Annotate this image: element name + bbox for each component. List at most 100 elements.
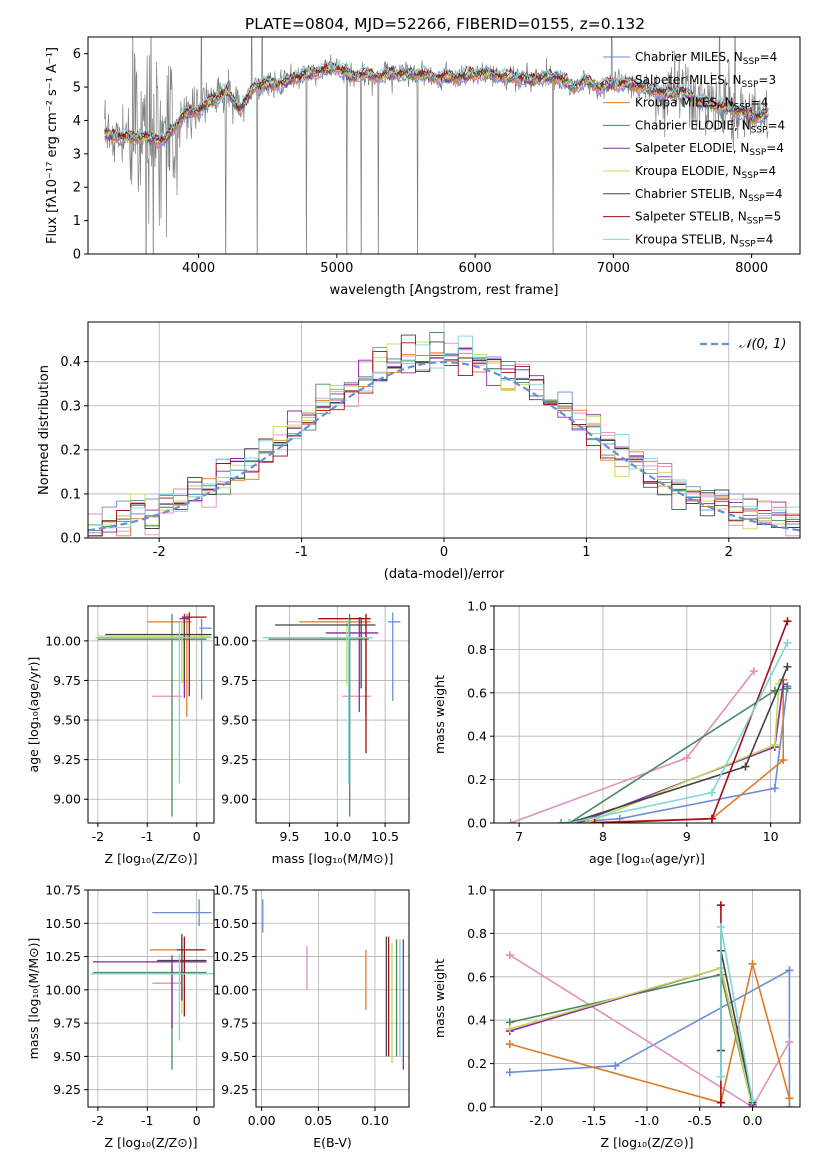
y-tick-label: 10.00	[45, 633, 81, 648]
legend-entry: Kroupa STELIB, NSSP=4	[635, 232, 773, 249]
plot-area	[506, 617, 792, 823]
weight-marker	[748, 1096, 757, 1105]
x-tick-label: -2	[92, 829, 104, 844]
weight-marker	[783, 617, 792, 626]
legend-entry-sub: SSP	[742, 171, 759, 181]
y-tick-label: 0.1	[60, 487, 81, 502]
x-tick-label: 10.0	[323, 829, 351, 844]
y-tick-label: 9.25	[53, 752, 81, 767]
y-tick-label: 0.3	[60, 399, 81, 414]
legend-entry-sub: SSP	[742, 80, 759, 90]
plot-area	[95, 612, 212, 817]
y-tick-label: 1	[73, 214, 81, 229]
x-axis-label: (data-model)/error	[384, 567, 505, 582]
x-tick-label: 7	[515, 829, 523, 844]
y-tick-label: 10.75	[213, 883, 249, 898]
weight-marker	[783, 638, 792, 647]
x-tick-label: 0	[193, 829, 201, 844]
weight-marker	[716, 901, 725, 910]
y-tick-label: 9.25	[53, 1082, 81, 1097]
y-tick-label: 2	[73, 181, 81, 196]
weight-marker	[505, 1068, 514, 1077]
y-tick-label: 5	[73, 81, 81, 96]
x-tick-label: -1	[141, 1113, 153, 1128]
y-tick-label: 0.4	[467, 1013, 487, 1028]
legend-entry-suffix: =5	[764, 210, 782, 224]
legend-entry-suffix: =3	[758, 73, 776, 87]
histogram-series	[88, 335, 800, 538]
x-tick-label: 7000	[597, 261, 630, 276]
legend-entry-name: Kroupa ELODIE, N	[635, 164, 742, 178]
weight-marker	[682, 753, 691, 762]
weight-marker	[749, 667, 758, 676]
axes-frame	[255, 605, 410, 824]
axes-frame	[87, 36, 801, 255]
panel-age-vs-Z: -2 -1 0 9.00 9.25 9.50 9.75 10.00 Z [log₁₀(Z/Z⊙)…	[26, 605, 215, 866]
legend-entry-name: Salpeter ELODIE, N	[635, 141, 749, 155]
y-tick-label: 10.25	[213, 949, 249, 964]
legend-entry-name: Salpeter STELIB, N	[635, 210, 747, 224]
x-tick-label: 9.5	[280, 829, 300, 844]
x-tick-label: 0.00	[248, 1113, 276, 1128]
plot-area	[505, 901, 794, 1107]
weight-marker	[611, 1061, 620, 1070]
plot-area	[262, 899, 404, 1070]
weight-marker	[785, 1094, 794, 1103]
y-axis-label: mass weight	[432, 959, 447, 1038]
y-tick-label: 9.25	[221, 752, 249, 767]
x-tick-label: 2	[725, 545, 733, 560]
x-tick-label: -2	[153, 545, 166, 560]
x-tick-label: 6000	[459, 261, 492, 276]
panel-spectrum: 4000 5000 6000 7000 8000 0 1 2 3 4 5 6 wavelength [A…	[45, 36, 801, 298]
legend-entry-sub: SSP	[749, 148, 766, 158]
normal-reference-curve	[88, 360, 800, 532]
weight-marker	[779, 756, 788, 765]
legend-entry: Chabrier MILES, NSSP=4	[635, 50, 777, 67]
axes-frame	[87, 605, 215, 824]
y-tick-label: 1.0	[467, 599, 487, 614]
x-tick-label: 0.10	[361, 1113, 389, 1128]
y-tick-label: 0.2	[467, 772, 487, 787]
y-tick-label: 3	[73, 147, 81, 162]
legend-entry-sub: SSP	[751, 125, 768, 135]
weight-marker	[741, 762, 750, 771]
y-tick-label: 0.0	[467, 816, 487, 831]
legend-entry-sub: SSP	[739, 239, 756, 249]
weight-marker	[770, 784, 779, 793]
weight-marker	[557, 819, 566, 823]
panel-weight-vs-age: 7 8 9 10 0.0 0.2 0.4 0.6 0.8 1.0 age [log₁₀(age/yr…	[432, 599, 801, 866]
legend-entry-suffix: =4	[767, 118, 785, 132]
y-tick-label: 6	[73, 47, 81, 62]
legend-entry-suffix: =4	[758, 164, 776, 178]
y-tick-label: 9.00	[221, 792, 249, 807]
legend-entry-suffix: =4	[760, 50, 778, 64]
y-tick-label: 10.75	[45, 883, 81, 898]
weight-marker	[783, 662, 792, 671]
y-tick-label: 0.6	[467, 969, 487, 984]
legend-entry-suffix: =4	[756, 232, 774, 246]
y-tick-label: 9.25	[221, 1082, 249, 1097]
weight-marker	[716, 922, 725, 931]
y-tick-label: 9.75	[221, 673, 249, 688]
x-tick-label: 5000	[320, 261, 353, 276]
x-tick-label: 1	[582, 545, 590, 560]
y-axis-label: mass weight	[432, 675, 447, 754]
x-axis-label: wavelength [Angstrom, rest frame]	[330, 283, 559, 298]
weight-marker	[707, 814, 716, 823]
x-axis-label: Z [log₁₀(Z/Z⊙)]	[105, 851, 198, 866]
weight-marker	[505, 1024, 514, 1033]
panel-age-vs-mass: 9.5 10.0 10.5 9.00 9.25 9.50 9.75 10.00 mass [lo…	[213, 605, 410, 866]
legend-entry: Chabrier STELIB, NSSP=4	[635, 187, 783, 204]
axes-frame	[87, 889, 215, 1108]
weight-marker	[785, 966, 794, 975]
weight-marker	[783, 684, 792, 693]
y-axis-label: age [log₁₀(age/yr)]	[26, 657, 41, 773]
panel-residuals: -2 -1 0 1 2 0.0 0.1 0.2 0.3 0.4 (data-model)/error…	[37, 321, 801, 582]
weight-marker	[748, 959, 757, 968]
x-axis-label: mass [log₁₀(M/M⊙)]	[272, 851, 394, 866]
plot-area	[88, 332, 800, 538]
x-tick-label: 0.0	[743, 1113, 763, 1128]
model-spectrum-line	[104, 58, 769, 140]
y-tick-label: 9.50	[53, 713, 81, 728]
